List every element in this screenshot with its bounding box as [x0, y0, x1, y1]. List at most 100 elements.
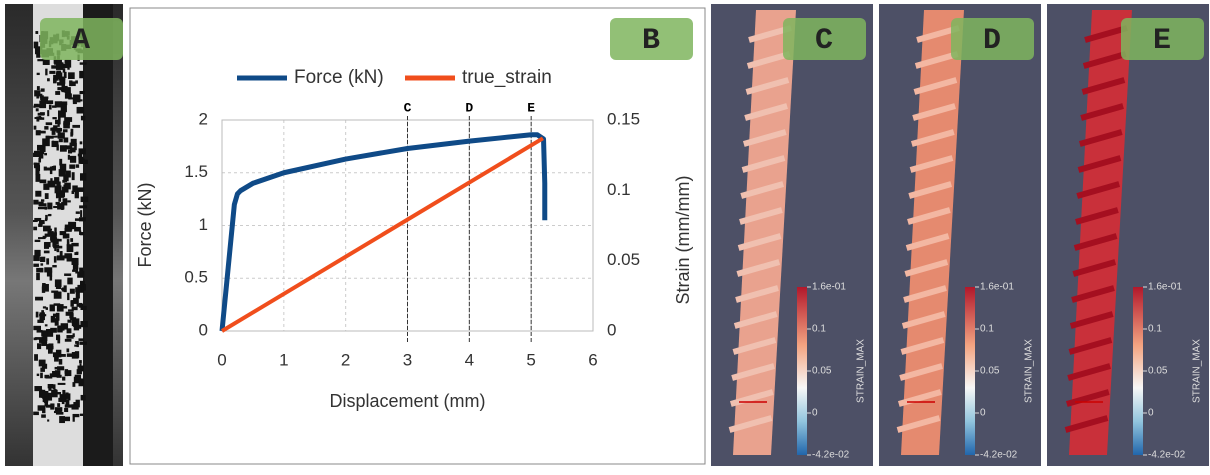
speckle [58, 194, 62, 202]
panel-label: D [983, 24, 1001, 58]
x-tick-label: 4 [465, 350, 474, 369]
x-tick-label: 3 [403, 350, 412, 369]
speckle [36, 272, 40, 281]
speckle [70, 128, 74, 136]
speckle [61, 396, 65, 405]
speckle [79, 99, 83, 102]
speckle [63, 184, 71, 188]
speckle [46, 404, 51, 408]
speckle [37, 59, 45, 62]
speckle [34, 164, 40, 169]
colorbar-label: 0.1 [812, 324, 826, 335]
speckle [80, 159, 88, 164]
speckle [71, 242, 79, 247]
speckle [79, 205, 88, 209]
speckle [37, 165, 41, 172]
speckle [48, 343, 54, 349]
strain-band [1064, 415, 1109, 433]
colorbar [797, 287, 807, 455]
speckle [71, 257, 79, 266]
speckle [56, 238, 59, 245]
speckle [71, 404, 79, 410]
strain-band [899, 363, 943, 381]
speckle [54, 237, 58, 243]
speckle [62, 129, 68, 133]
speckle [57, 110, 66, 118]
speckle [44, 283, 49, 292]
speckle [47, 202, 53, 210]
speckle [62, 287, 65, 292]
speckle [57, 203, 65, 210]
panel-label-box [1121, 18, 1204, 60]
colorbar-label: 0.05 [812, 366, 832, 377]
strain-band [1084, 25, 1128, 43]
speckle [66, 348, 70, 353]
y2-tick-label: 0.05 [607, 250, 640, 269]
speckle [59, 76, 63, 84]
speckle [34, 386, 42, 392]
speckle [79, 360, 82, 364]
strain-band [913, 77, 958, 95]
strain-band [896, 415, 941, 433]
speckle [52, 352, 60, 358]
speckle [46, 100, 54, 105]
speckle [55, 201, 60, 205]
series-line [220, 136, 544, 333]
panel-label: E [1153, 24, 1171, 58]
speckle [34, 239, 41, 243]
speckle [55, 312, 60, 321]
speckle [44, 233, 51, 237]
speckle [49, 304, 55, 312]
speckle [48, 213, 52, 217]
y-axis-title: Force (kN) [135, 183, 155, 268]
speckle [67, 154, 70, 160]
panel-label-box [783, 18, 866, 60]
speckle [50, 127, 54, 131]
strain-band [1068, 337, 1113, 355]
strain-map: 1.6e-01 0.1 0.05 0 -4.2e-02 STRAIN_MAX [1047, 4, 1209, 466]
strain-band [737, 233, 782, 251]
speckle [68, 97, 76, 100]
speckle [54, 177, 60, 185]
speckle [42, 59, 50, 65]
speckle [73, 262, 79, 270]
speckle [38, 223, 43, 227]
speckle [33, 325, 42, 331]
strain-band [744, 103, 788, 121]
speckle [75, 287, 82, 293]
speckle [59, 158, 63, 166]
strain-band [733, 311, 778, 329]
speckle [56, 144, 59, 151]
speckle [57, 124, 60, 127]
speckle [51, 290, 59, 293]
speckle [38, 157, 42, 163]
speckle [68, 221, 77, 230]
speckle [65, 399, 70, 406]
strain-band [908, 181, 953, 199]
speckle [39, 112, 45, 116]
speckle [41, 284, 46, 290]
chart-frame [129, 7, 706, 465]
speckle [56, 292, 61, 298]
speckle [36, 373, 40, 377]
y2-tick-label: 0.15 [607, 109, 640, 128]
speckle [75, 292, 80, 299]
speckle [48, 387, 52, 391]
speckle [43, 225, 51, 232]
marker-label: D [465, 100, 473, 115]
speckle [58, 353, 66, 357]
speckle [52, 180, 56, 184]
speckle [75, 266, 79, 274]
speckle [41, 96, 49, 99]
speckle [54, 185, 62, 194]
speckle [63, 174, 68, 183]
speckle [37, 206, 45, 210]
colorbar [1133, 287, 1143, 455]
speckle [79, 141, 83, 145]
marker-label: E [527, 100, 535, 115]
strain-band [728, 415, 773, 433]
speckle [50, 235, 57, 243]
speckle [33, 125, 37, 130]
speckle [60, 250, 63, 256]
